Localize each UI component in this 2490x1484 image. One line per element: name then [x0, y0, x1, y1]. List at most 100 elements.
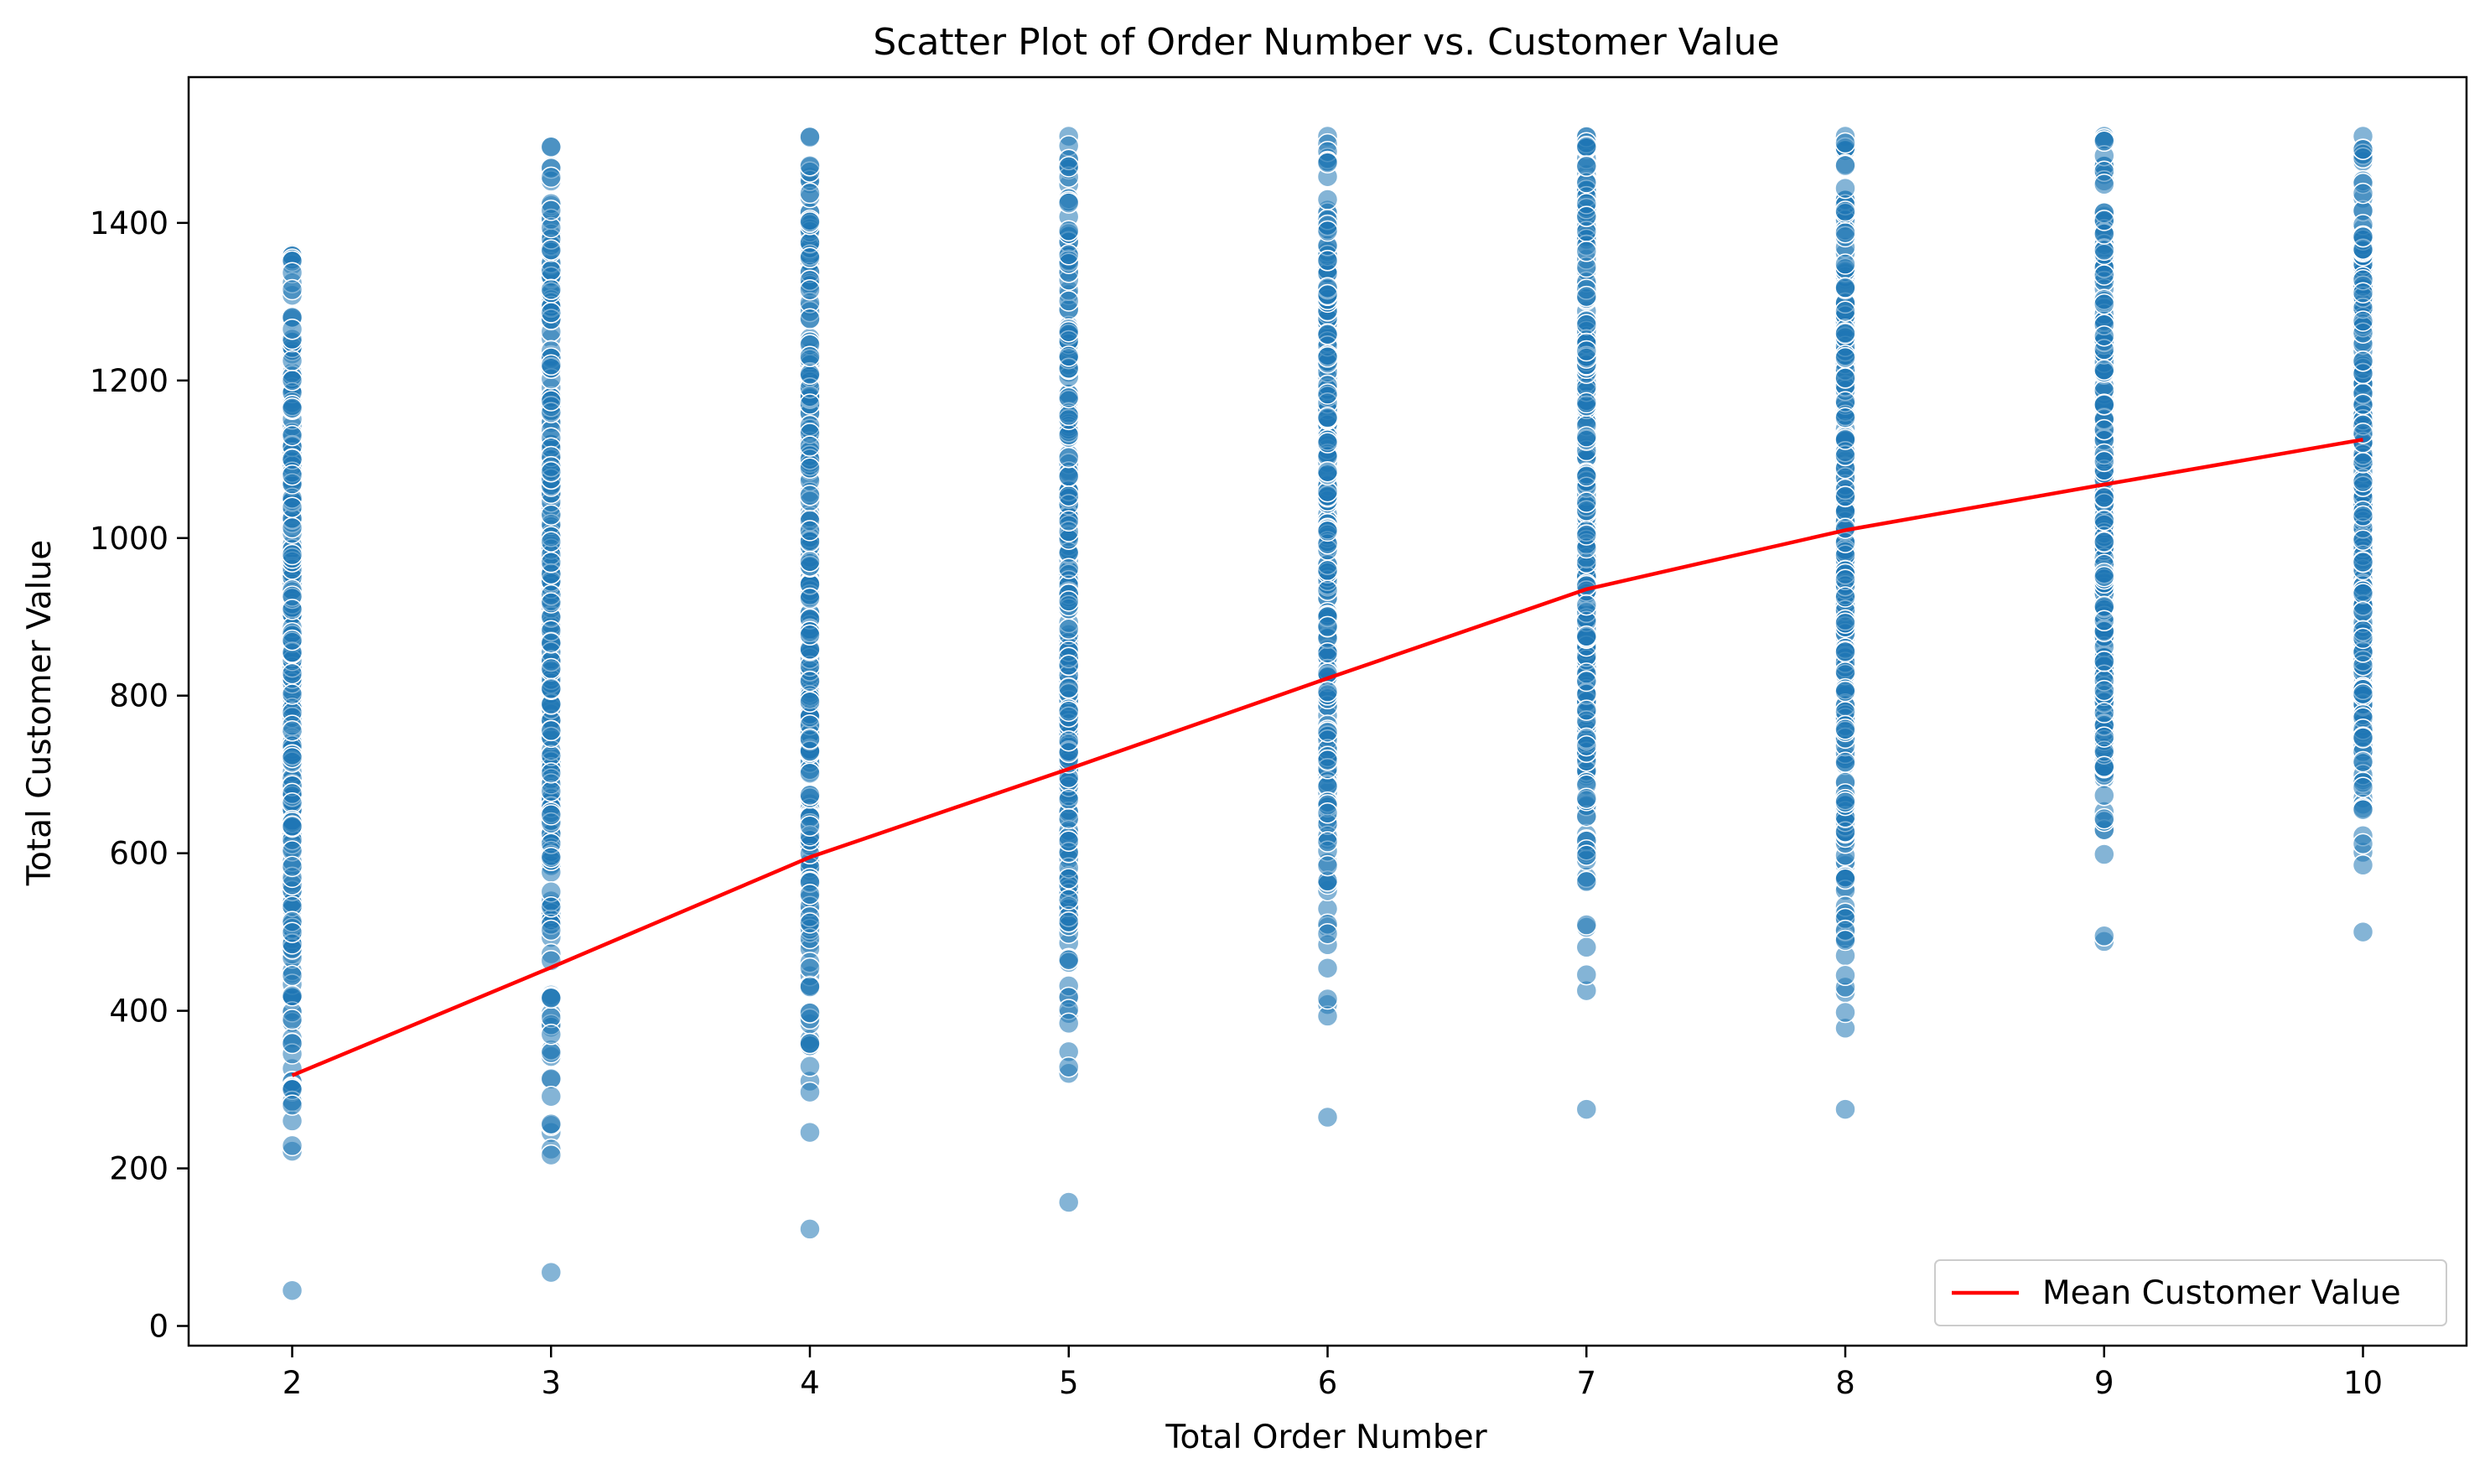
scatter-point — [2093, 324, 2115, 347]
scatter-point — [2352, 138, 2374, 160]
scatter-point — [1057, 654, 1080, 677]
y-tick-label: 800 — [109, 678, 169, 714]
scatter-point — [799, 211, 821, 233]
scatter-point — [281, 599, 303, 620]
scatter-point — [1316, 957, 1339, 979]
scatter-point — [281, 1279, 303, 1301]
scatter-point — [540, 504, 563, 526]
scatter-point — [1575, 205, 1598, 227]
x-tick-label: 2 — [283, 1365, 303, 1401]
scatter-point — [799, 784, 821, 807]
scatter-point — [1316, 283, 1339, 306]
scatter-point — [799, 670, 821, 693]
scatter-point — [1834, 641, 1856, 663]
scatter-point — [2352, 529, 2374, 551]
scatter-point — [799, 728, 821, 750]
scatter-point — [1057, 911, 1080, 933]
x-tick-label: 8 — [1835, 1365, 1855, 1401]
scatter-point — [2352, 798, 2374, 821]
scatter-point — [1834, 1098, 1856, 1120]
scatter-point — [281, 1032, 303, 1055]
scatter-point — [1575, 241, 1598, 262]
scatter-point — [540, 780, 563, 802]
x-axis-label: Total Order Number — [1165, 1419, 1487, 1456]
scatter-point — [2093, 393, 2115, 416]
scatter-point — [2093, 610, 2115, 632]
scatter-point — [2093, 755, 2115, 778]
scatter-point — [2352, 350, 2374, 372]
scatter-point — [1575, 787, 1598, 809]
scatter-point — [2352, 310, 2374, 332]
scatter-point — [1316, 220, 1339, 242]
scatter-point — [1575, 136, 1598, 158]
scatter-point — [799, 624, 821, 646]
scatter-point — [1316, 579, 1339, 601]
scatter-point — [540, 762, 563, 784]
scatter-point — [281, 855, 303, 878]
y-tick-label: 1200 — [90, 363, 169, 399]
scatter-point — [799, 246, 821, 269]
scatter-point — [1834, 868, 1856, 890]
scatter-point — [2352, 854, 2374, 876]
scatter-point — [1575, 285, 1598, 308]
scatter-point — [2352, 470, 2374, 493]
scatter-point — [2352, 776, 2374, 798]
scatter-point — [540, 460, 563, 483]
scatter-point — [799, 345, 821, 367]
scatter-point — [1834, 277, 1856, 298]
scatter-point — [281, 496, 303, 518]
y-tick-label: 200 — [109, 1151, 169, 1187]
scatter-point — [1834, 367, 1856, 389]
scatter-point — [799, 1218, 821, 1240]
scatter-point — [1834, 177, 1856, 200]
scatter-point — [281, 662, 303, 685]
scatter-point — [799, 691, 821, 713]
scatter-point — [2352, 422, 2374, 444]
scatter-point — [1834, 680, 1856, 703]
scatter-point — [1057, 868, 1080, 890]
scatter-point — [540, 531, 563, 553]
scatter-point — [1057, 729, 1080, 752]
scatter-point — [799, 1121, 821, 1144]
scatter-point — [1057, 465, 1080, 487]
scatter-point — [1575, 699, 1598, 721]
scatter-point — [1057, 156, 1080, 178]
scatter-point — [2093, 509, 2115, 532]
scatter-point — [281, 397, 303, 419]
x-tick-label: 5 — [1059, 1365, 1079, 1401]
scatter-point — [540, 200, 563, 221]
scatter-point — [1834, 154, 1856, 177]
scatter-point — [799, 1002, 821, 1024]
scatter-point — [1316, 432, 1339, 454]
scatter-point — [1575, 340, 1598, 362]
scatter-point — [2093, 486, 2115, 509]
scatter-point — [1575, 914, 1598, 936]
x-tick-label: 7 — [1576, 1365, 1596, 1401]
scatter-point — [2093, 651, 2115, 672]
scatter-point — [2352, 583, 2374, 604]
scatter-point — [2093, 359, 2115, 381]
scatter-point — [540, 1024, 563, 1046]
scatter-point — [281, 683, 303, 705]
scatter-point — [1057, 290, 1080, 312]
scatter-point — [1057, 1191, 1080, 1213]
y-tick-label: 1000 — [90, 521, 169, 557]
scatter-point — [1834, 221, 1856, 244]
scatter-point — [1575, 524, 1598, 546]
scatter-point — [1834, 929, 1856, 952]
scatter-point — [540, 354, 563, 376]
scatter-point — [1057, 558, 1080, 579]
scatter-point — [1316, 460, 1339, 483]
scatter-point — [1316, 1106, 1339, 1129]
scatter-point — [2093, 679, 2115, 702]
scatter-point — [540, 278, 563, 301]
scatter-point — [540, 552, 563, 573]
scatter-point — [799, 485, 821, 506]
scatter-point — [2093, 174, 2115, 195]
scatter-point — [799, 363, 821, 386]
scatter-point — [540, 846, 563, 869]
scatter-point — [1834, 719, 1856, 740]
scatter-point — [2352, 727, 2374, 749]
scatter-point — [1834, 323, 1856, 345]
scatter-point — [1834, 346, 1856, 369]
